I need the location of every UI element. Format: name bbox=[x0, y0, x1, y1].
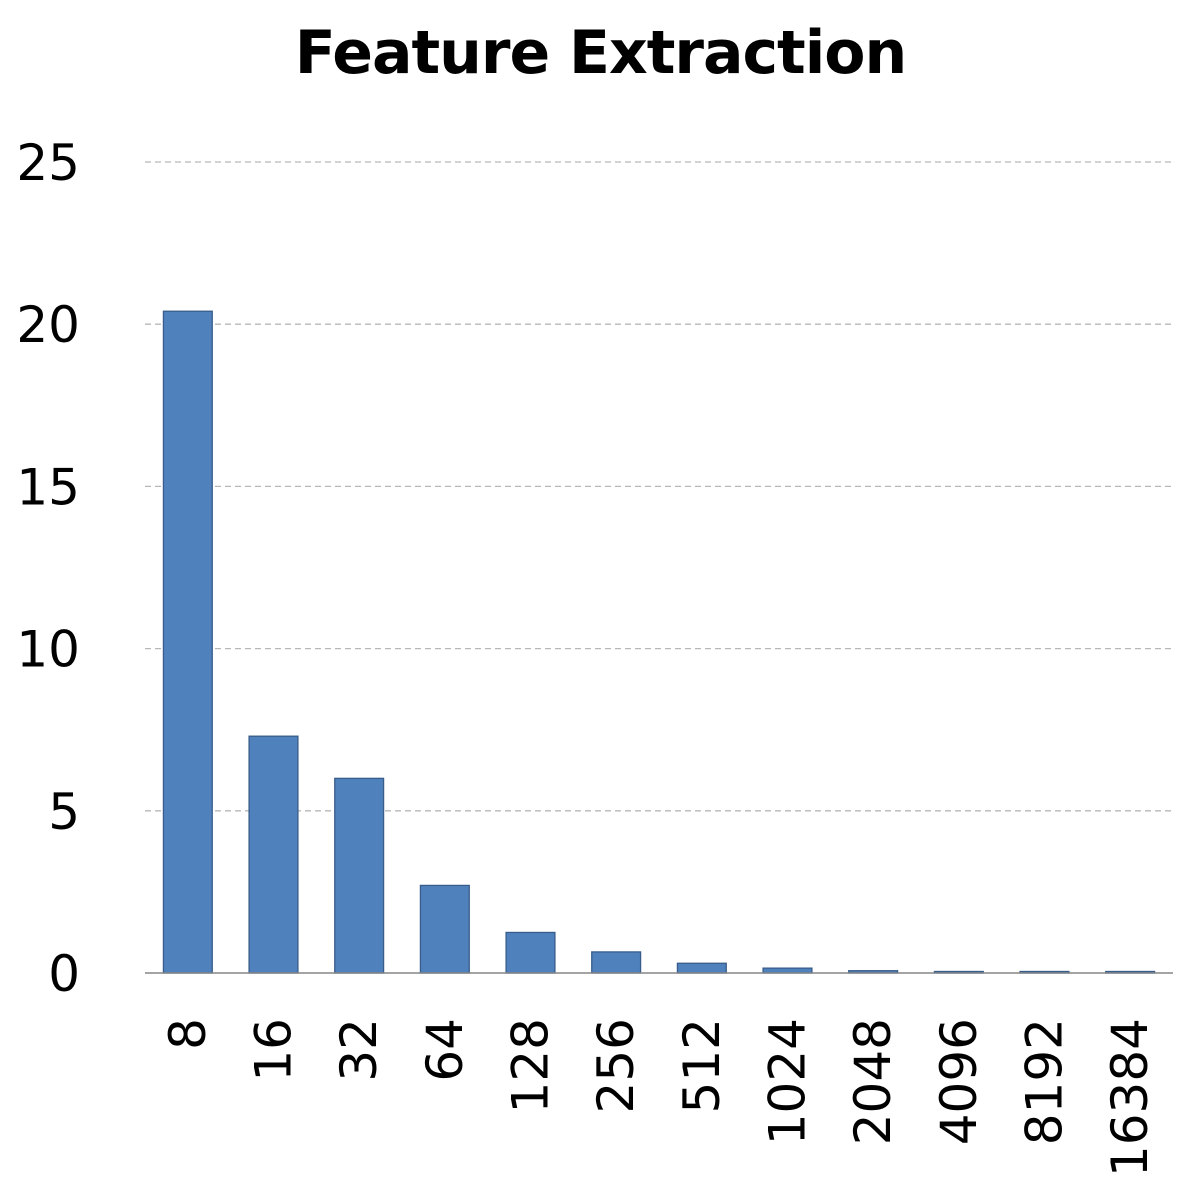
bars bbox=[162, 310, 1156, 974]
x-tick-label: 4096 bbox=[930, 1018, 988, 1145]
bar-8 bbox=[162, 310, 213, 974]
x-tick-label: 128 bbox=[502, 1018, 560, 1113]
chart-title: Feature Extraction bbox=[294, 18, 908, 88]
x-tick-label: 1024 bbox=[759, 1018, 817, 1145]
y-tick-label: 10 bbox=[16, 621, 80, 679]
x-tick-label: 16384 bbox=[1101, 1018, 1159, 1177]
bar-128 bbox=[505, 931, 556, 974]
x-tick-label: 32 bbox=[330, 1018, 388, 1082]
y-tick-label: 20 bbox=[16, 296, 80, 354]
bar-512 bbox=[676, 962, 727, 974]
bar-64 bbox=[419, 884, 470, 974]
y-tick-label: 25 bbox=[16, 134, 80, 192]
x-tick-label: 8 bbox=[159, 1018, 217, 1050]
y-tick-label: 0 bbox=[48, 945, 80, 1003]
y-axis-tick-labels: 0 5 10 15 20 25 bbox=[16, 134, 80, 1003]
bar-16 bbox=[248, 735, 299, 974]
x-tick-label: 256 bbox=[587, 1018, 645, 1113]
y-tick-label: 15 bbox=[16, 458, 80, 516]
gridlines bbox=[145, 161, 1173, 812]
x-tick-label: 64 bbox=[416, 1018, 474, 1082]
bar-32 bbox=[334, 777, 385, 974]
x-tick-label: 512 bbox=[673, 1018, 731, 1113]
x-tick-label: 2048 bbox=[844, 1018, 902, 1145]
y-tick-label: 5 bbox=[48, 783, 80, 841]
bar-256 bbox=[591, 951, 642, 974]
x-axis-tick-labels: 8 16 32 64 128 256 512 1024 2048 4096 8192 16384 bbox=[159, 1018, 1159, 1177]
x-tick-label: 8192 bbox=[1016, 1018, 1074, 1145]
x-tick-label: 16 bbox=[245, 1018, 303, 1082]
